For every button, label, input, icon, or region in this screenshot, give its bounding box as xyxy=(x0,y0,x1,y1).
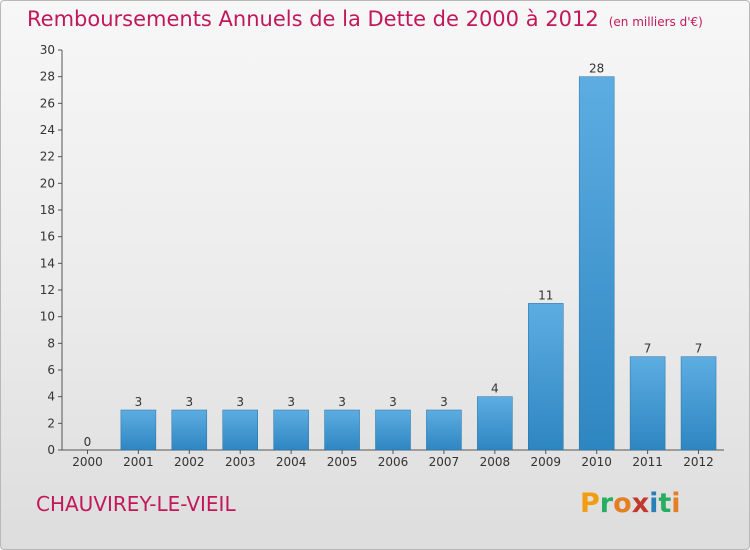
x-tick-label: 2009 xyxy=(530,455,561,469)
logo-letter: i xyxy=(671,488,681,519)
logo-letter: o xyxy=(613,488,632,519)
y-tick-label: 20 xyxy=(40,176,55,190)
data-label: 28 xyxy=(589,62,604,76)
y-tick-label: 4 xyxy=(47,390,55,404)
proxiti-logo[interactable]: Proxiti xyxy=(580,488,681,519)
x-tick-label: 2005 xyxy=(327,455,358,469)
logo-letter: x xyxy=(631,488,650,519)
data-label: 4 xyxy=(491,382,499,396)
x-tick-label: 2010 xyxy=(581,455,612,469)
bar xyxy=(477,396,513,451)
bar xyxy=(629,356,666,451)
data-label: 7 xyxy=(644,342,652,356)
bar xyxy=(578,76,615,451)
bar xyxy=(273,409,309,451)
logo-letter: i xyxy=(649,488,659,519)
y-tick-label: 18 xyxy=(40,203,55,217)
x-tick-label: 2011 xyxy=(632,455,663,469)
data-label: 7 xyxy=(695,342,703,356)
data-label: 3 xyxy=(389,395,397,409)
y-tick-label: 28 xyxy=(40,70,55,84)
x-tick-label: 2006 xyxy=(378,455,409,469)
data-label: 3 xyxy=(338,395,346,409)
data-label: 3 xyxy=(440,395,448,409)
x-tick-label: 2007 xyxy=(429,455,460,469)
bar xyxy=(171,409,208,451)
bar xyxy=(426,409,462,451)
bar xyxy=(528,303,564,451)
y-tick-label: 0 xyxy=(47,443,55,457)
data-label: 0 xyxy=(84,435,92,449)
data-label: 3 xyxy=(185,395,193,409)
y-tick-label: 12 xyxy=(40,283,55,297)
data-label: 3 xyxy=(287,395,295,409)
x-tick-label: 2001 xyxy=(123,455,154,469)
logo-letter: P xyxy=(580,488,600,519)
bar xyxy=(680,356,717,451)
chart-unit: (en milliers d'€) xyxy=(608,15,703,29)
y-tick-label: 10 xyxy=(40,310,55,324)
x-tick-label: 2000 xyxy=(72,455,103,469)
bar xyxy=(120,409,157,451)
y-tick-label: 2 xyxy=(47,416,55,430)
x-tick-label: 2002 xyxy=(174,455,205,469)
commune-name: CHAUVIREY-LE-VIEIL xyxy=(36,492,236,516)
bar xyxy=(222,409,258,451)
y-tick-label: 6 xyxy=(47,363,55,377)
bar xyxy=(375,409,411,451)
y-tick-label: 16 xyxy=(40,230,55,244)
x-tick-label: 2008 xyxy=(480,455,511,469)
chart-title: Remboursements Annuels de la Dette de 20… xyxy=(27,7,703,31)
y-tick-label: 24 xyxy=(40,123,55,137)
y-tick-label: 22 xyxy=(40,150,55,164)
data-label: 3 xyxy=(135,395,143,409)
x-tick-label: 2012 xyxy=(683,455,714,469)
y-tick-label: 8 xyxy=(47,336,55,350)
data-label: 11 xyxy=(538,288,553,302)
logo-letter: t xyxy=(658,488,672,519)
x-tick-label: 2004 xyxy=(276,455,307,469)
bar xyxy=(324,409,360,451)
x-tick-label: 2003 xyxy=(225,455,256,469)
chart-title-text: Remboursements Annuels de la Dette de 20… xyxy=(27,7,599,31)
data-label: 3 xyxy=(236,395,244,409)
y-tick-label: 14 xyxy=(40,256,55,270)
y-tick-label: 26 xyxy=(40,96,55,110)
logo-letter: r xyxy=(599,488,614,519)
y-tick-label: 30 xyxy=(40,43,55,57)
